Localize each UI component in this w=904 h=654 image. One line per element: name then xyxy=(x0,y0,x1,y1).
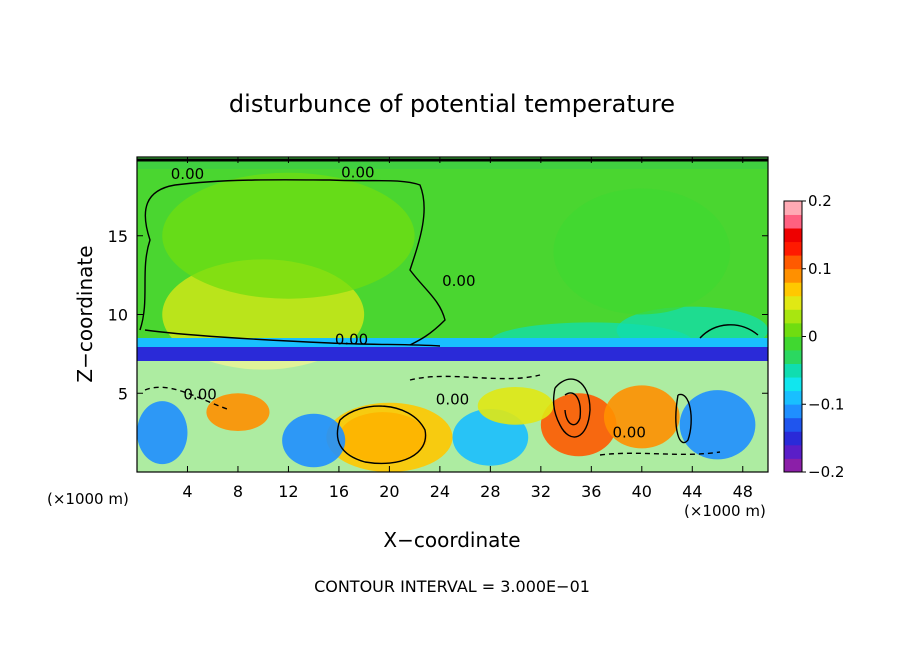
contour-lines xyxy=(137,158,768,465)
colorbar-segment xyxy=(784,201,802,215)
field-blob xyxy=(162,172,415,299)
contour-label: 0.00 xyxy=(442,272,475,290)
contour-label: 0.00 xyxy=(341,163,374,181)
colorbar-segment xyxy=(784,417,802,432)
chart-title: disturbunce of potential temperature xyxy=(229,90,675,118)
x-tick-label: 32 xyxy=(531,482,551,501)
contour-labels: 0.00 0.00 0.00 0.00 0.00 0.00 0.00 xyxy=(171,163,646,441)
field-blob xyxy=(540,393,617,457)
colorbar-segment xyxy=(784,268,802,283)
x-tick-label: 24 xyxy=(430,482,450,501)
colorbar-segment xyxy=(784,282,802,297)
contour-label: 0.00 xyxy=(335,330,368,348)
x-unit-right: (×1000 m) xyxy=(684,502,766,520)
field-blob xyxy=(137,401,188,465)
x-tick-label: 36 xyxy=(581,482,601,501)
colorbar-segment xyxy=(784,377,802,392)
contour-label: 0.00 xyxy=(183,386,216,404)
colorbar-tick-label: −0.1 xyxy=(808,395,844,413)
contour-label: 0.00 xyxy=(612,423,645,441)
inversion-band-blue xyxy=(137,347,768,361)
field-blob xyxy=(326,402,453,472)
field-blob xyxy=(206,393,270,432)
y-tick-label: 10 xyxy=(108,306,128,325)
colorbar-segment xyxy=(784,404,802,419)
colorbar-segment xyxy=(784,363,802,378)
colorbar-segment xyxy=(784,214,802,229)
colorbar-segment xyxy=(784,241,802,256)
colorbar-segment xyxy=(784,458,802,473)
inversion-band-cyan xyxy=(137,338,768,348)
y-tick-label: 5 xyxy=(118,384,128,403)
x-tick-label: 40 xyxy=(632,482,652,501)
colorbar-segment xyxy=(784,431,802,446)
colorbar-tick-label: 0.2 xyxy=(808,192,832,210)
field-blob xyxy=(603,385,680,449)
x-unit-left: (×1000 m) xyxy=(47,490,129,508)
colorbar-segment xyxy=(784,336,802,351)
x-tick-label: 12 xyxy=(278,482,298,501)
colorbar-tick-label: 0.1 xyxy=(808,260,832,278)
boundary-layer-field xyxy=(137,385,756,472)
y-tick-label: 15 xyxy=(108,227,128,246)
colorbar-segment xyxy=(784,350,802,364)
x-tick-label: 44 xyxy=(682,482,702,501)
plot-area: 0.00 0.00 0.00 0.00 0.00 0.00 0.00 xyxy=(137,157,768,472)
x-tick-label: 28 xyxy=(480,482,500,501)
colorbar-segment xyxy=(784,228,802,243)
y-axis: 5 10 15 xyxy=(108,227,768,403)
field-blob xyxy=(282,413,346,468)
x-axis-label: X−coordinate xyxy=(383,528,520,552)
field-blob xyxy=(679,390,756,460)
x-tick-label: 48 xyxy=(733,482,753,501)
colorbar-segment xyxy=(784,295,802,310)
x-tick-label: 20 xyxy=(379,482,399,501)
colorbar-segment xyxy=(784,444,802,459)
x-tick-label: 8 xyxy=(233,482,243,501)
contour-label: 0.00 xyxy=(436,390,469,408)
field-blob xyxy=(477,386,554,425)
colorbar-segment xyxy=(784,322,802,337)
colorbar-tick-label: −0.2 xyxy=(808,463,844,481)
x-axis: 4 8 12 16 20 24 28 32 36 40 44 48 xyxy=(182,157,753,501)
colorbar-segment xyxy=(784,390,802,405)
x-tick-label: 16 xyxy=(329,482,349,501)
contour-label: 0.00 xyxy=(171,165,204,183)
field-blob xyxy=(553,188,731,315)
colorbar-segment xyxy=(784,309,802,324)
colorbar: 0.2 0.1 0 −0.1 −0.2 xyxy=(783,192,844,481)
colorbar-segment xyxy=(784,255,802,270)
colorbar-tick-label: 0 xyxy=(808,328,818,346)
y-axis-label: Z−coordinate xyxy=(73,245,97,382)
footer-contour-interval: CONTOUR INTERVAL = 3.000E−01 xyxy=(314,577,590,596)
x-tick-label: 4 xyxy=(182,482,192,501)
